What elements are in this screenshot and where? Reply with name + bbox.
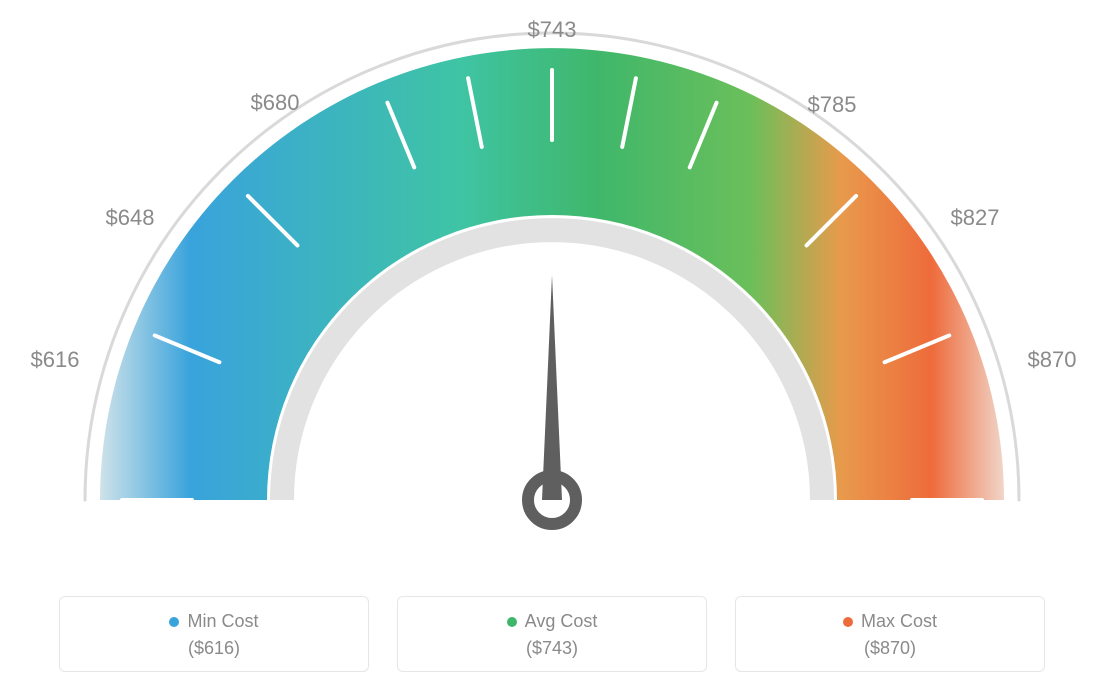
gauge-tick-label: $827 (951, 205, 1000, 231)
legend-card-avg: Avg Cost ($743) (397, 596, 707, 672)
legend-row: Min Cost ($616) Avg Cost ($743) Max Cost… (0, 596, 1104, 672)
gauge-tick-label: $616 (31, 347, 80, 373)
gauge-tick-label: $648 (106, 205, 155, 231)
legend-top-avg: Avg Cost (408, 611, 696, 632)
gauge-chart-container: $616 $648 $680 $743 $785 $827 $870 Min Cost ($… (0, 0, 1104, 690)
gauge-svg (0, 0, 1104, 570)
legend-dot-avg (507, 617, 517, 627)
legend-value-max: ($870) (746, 638, 1034, 659)
legend-card-max: Max Cost ($870) (735, 596, 1045, 672)
legend-value-min: ($616) (70, 638, 358, 659)
legend-card-min: Min Cost ($616) (59, 596, 369, 672)
legend-dot-min (169, 617, 179, 627)
gauge-area: $616 $648 $680 $743 $785 $827 $870 (0, 0, 1104, 570)
legend-label-max: Max Cost (861, 611, 937, 632)
gauge-tick-label: $870 (1028, 347, 1077, 373)
legend-label-avg: Avg Cost (525, 611, 598, 632)
gauge-tick-label: $785 (808, 92, 857, 118)
legend-value-avg: ($743) (408, 638, 696, 659)
legend-label-min: Min Cost (187, 611, 258, 632)
legend-dot-max (843, 617, 853, 627)
gauge-tick-label: $743 (528, 17, 577, 43)
legend-top-max: Max Cost (746, 611, 1034, 632)
gauge-tick-label: $680 (251, 90, 300, 116)
legend-top-min: Min Cost (70, 611, 358, 632)
